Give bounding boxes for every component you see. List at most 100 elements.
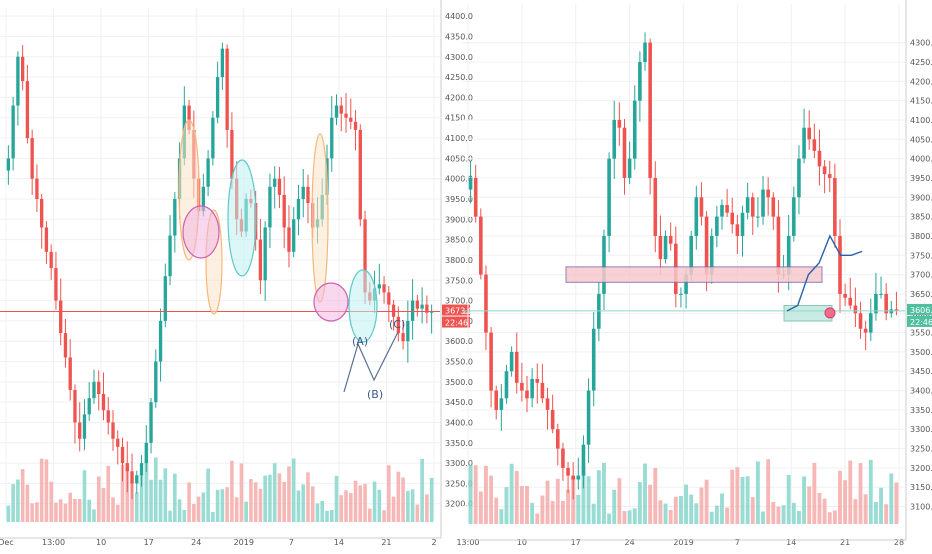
- y-tick-label: 4250.0: [910, 58, 932, 67]
- candle-body: [277, 178, 282, 195]
- candle-body: [40, 198, 44, 228]
- candle-body: [802, 127, 806, 159]
- volume-bar: [168, 510, 172, 522]
- volume-bar: [44, 459, 49, 522]
- volume-bar: [130, 481, 134, 522]
- volume-bar: [704, 479, 709, 524]
- candle-body: [353, 121, 358, 130]
- volume-bar: [139, 474, 144, 522]
- volume-bar: [755, 461, 760, 524]
- candle-body: [622, 127, 627, 178]
- y-tick-label: 3600.0: [445, 337, 473, 346]
- volume-bar: [415, 504, 420, 522]
- y-tick-label: 4000.0: [445, 175, 473, 184]
- candle-body: [561, 448, 565, 468]
- volume-bar: [20, 469, 25, 522]
- candle-body: [296, 198, 301, 220]
- candle-body: [745, 197, 750, 213]
- volume-bar: [163, 468, 168, 522]
- volume-bar: [658, 500, 663, 524]
- volume-bar: [560, 500, 565, 524]
- x-tick-label: 17: [571, 538, 581, 547]
- candle-body: [555, 429, 560, 449]
- volume-bar: [301, 484, 306, 522]
- volume-bar: [268, 474, 272, 522]
- volume-bar: [499, 509, 504, 524]
- volume-bar: [82, 470, 87, 522]
- candle-body: [306, 186, 310, 204]
- x-tick-label: 13:00: [456, 538, 479, 547]
- y-tick-label: 3200.0: [445, 500, 473, 509]
- volume-bar: [372, 481, 377, 522]
- volume-bar: [296, 490, 301, 522]
- volume-bar: [643, 463, 647, 524]
- volume-bar: [873, 502, 878, 524]
- y-tick-label: 3650.0: [910, 290, 932, 299]
- volume-bar: [802, 476, 807, 524]
- volume-bar: [519, 486, 524, 524]
- candle-body: [201, 186, 206, 212]
- countdown-value: 22:46: [445, 319, 468, 328]
- volume-bar: [709, 511, 714, 524]
- candle-body: [106, 410, 110, 423]
- volume-bar: [144, 459, 149, 522]
- volume-bar: [776, 506, 781, 524]
- y-tick-label: 3450.0: [910, 367, 932, 376]
- volume-bar: [325, 510, 329, 522]
- volume-bar: [832, 510, 837, 524]
- x-tick-label: 28: [894, 538, 904, 547]
- y-tick-label: 3250.0: [910, 445, 932, 454]
- volume-bar: [425, 494, 429, 522]
- volume-bar: [272, 463, 277, 522]
- volume-bar: [263, 475, 267, 522]
- candle-body: [617, 119, 622, 128]
- volume-bar: [101, 487, 106, 522]
- candle-body: [648, 42, 652, 178]
- candle-body: [473, 177, 478, 217]
- candle-body: [735, 224, 740, 236]
- volume-bar: [735, 467, 740, 524]
- candle-body: [273, 178, 277, 187]
- volume-bar: [334, 475, 339, 522]
- volume-bar: [30, 503, 34, 522]
- y-tick-label: 3750.0: [910, 251, 932, 260]
- candle-body: [530, 378, 534, 399]
- volume-bar: [843, 480, 848, 524]
- candle-body: [139, 463, 144, 476]
- volume-bar: [478, 491, 483, 524]
- candle-body: [479, 216, 483, 275]
- volume-bar: [220, 489, 225, 522]
- candle-body: [391, 304, 396, 317]
- volume-bar: [894, 482, 899, 524]
- y-tick-label: 3700.0: [910, 271, 932, 280]
- highlight-ellipse: [311, 133, 329, 303]
- candle-body: [494, 390, 499, 410]
- volume-bar: [25, 484, 30, 522]
- wave-label-b: (B): [367, 388, 383, 401]
- volume-bar: [750, 497, 755, 524]
- candle-body: [168, 235, 172, 277]
- volume-bar: [622, 511, 627, 524]
- candle-body: [725, 205, 729, 213]
- candle-body: [581, 444, 586, 476]
- volume-bar: [320, 500, 325, 522]
- candle-body: [135, 475, 139, 484]
- candle-body: [292, 219, 296, 252]
- volume-bar: [358, 485, 363, 522]
- volume-bar: [889, 473, 894, 524]
- volume-bar: [730, 469, 735, 524]
- volume-bar: [115, 504, 120, 522]
- last-price-value: 3673.0: [445, 307, 473, 316]
- volume-bar: [612, 489, 617, 524]
- resistance-zone: [565, 266, 823, 283]
- volume-bar: [827, 512, 832, 524]
- volume-bar: [158, 479, 163, 522]
- volume-bar: [812, 462, 817, 524]
- candle-body: [638, 61, 642, 101]
- candle-body: [268, 186, 272, 228]
- y-tick-label: 3800.0: [445, 256, 473, 265]
- volume-bar: [206, 468, 210, 522]
- candle-body: [401, 333, 405, 342]
- volume-bar: [555, 478, 560, 524]
